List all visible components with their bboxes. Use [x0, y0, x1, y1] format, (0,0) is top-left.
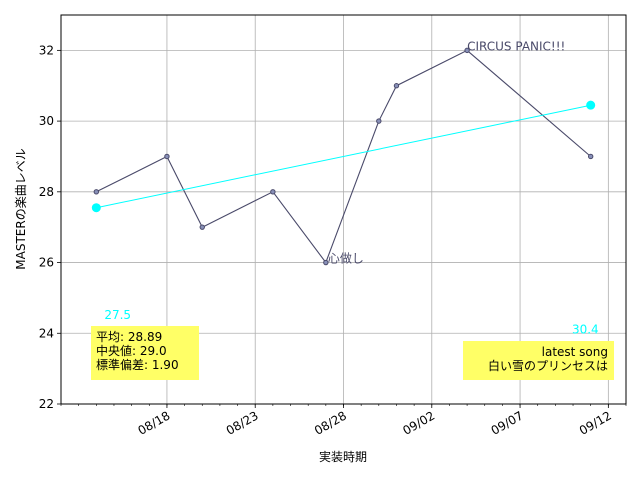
y-axis-title: MASTERの楽曲レベル — [14, 148, 28, 269]
data-point — [164, 153, 170, 160]
data-point — [376, 118, 382, 124]
trend-point — [586, 100, 596, 110]
series-line — [96, 104, 591, 209]
stats-box-line: 標準偏差: 1.90 — [96, 357, 179, 372]
y-tick-label: 30 — [39, 114, 54, 128]
data-point — [323, 259, 329, 266]
x-tick-label: 08/28 — [312, 408, 349, 437]
y-tick-label: 22 — [39, 397, 54, 411]
stats-box — [91, 326, 199, 380]
latest-song-box — [463, 341, 614, 380]
y-tick-label: 26 — [39, 256, 54, 270]
x-tick-label: 09/12 — [577, 408, 614, 437]
stats-box-line: 平均: 28.89 — [96, 330, 162, 344]
x-tick-label: 09/07 — [489, 408, 526, 437]
series-layer — [91, 47, 596, 266]
y-tick-label: 24 — [39, 326, 54, 340]
x-tick-label: 09/02 — [400, 408, 437, 437]
annotation-label: 27.5 — [104, 308, 131, 322]
annotation-label: CIRCUS PANIC!!! — [467, 39, 565, 53]
x-axis-title: 実装時期 — [319, 449, 367, 464]
plot-frame — [60, 14, 627, 405]
stats-box-line: 中央値: 29.0 — [96, 343, 167, 358]
x-tick-label: 08/23 — [224, 408, 261, 437]
annotation-label: 心做し — [328, 251, 364, 266]
data-point — [587, 153, 594, 160]
annotation-label: 30.4 — [572, 322, 599, 336]
x-tick-label: 08/18 — [135, 408, 172, 437]
trend-point — [91, 203, 101, 213]
y-tick-label: 32 — [39, 43, 54, 57]
data-point — [93, 189, 100, 195]
data-point — [199, 224, 205, 230]
annotation-layer: CIRCUS PANIC!!! 心做し 27.5 30.4 — [104, 39, 598, 336]
y-tick-label: 28 — [39, 185, 54, 199]
data-point — [270, 189, 276, 195]
data-point — [393, 83, 400, 89]
latest-song-line: latest song — [542, 345, 608, 359]
latest-song-line: 白い雪のプリンセスは — [488, 358, 608, 373]
data-point — [464, 47, 470, 54]
